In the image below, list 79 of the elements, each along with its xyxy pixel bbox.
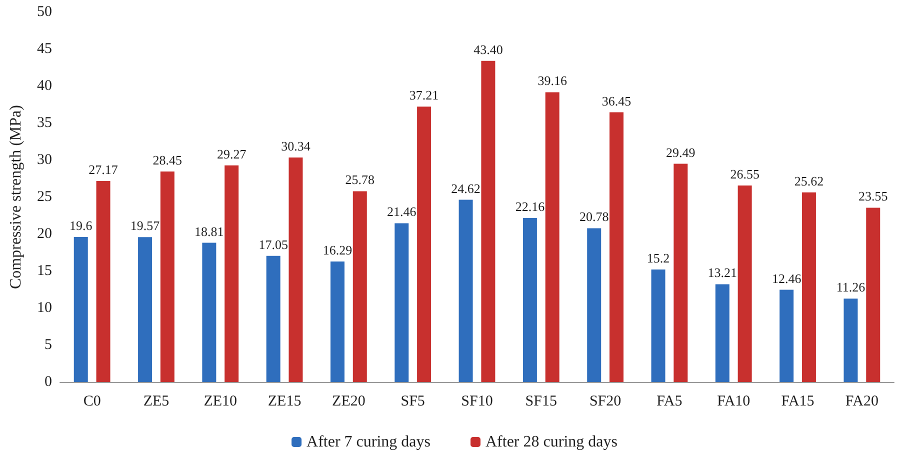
bar [352,191,367,382]
x-tick-label: ZE20 [332,394,366,410]
data-label: 27.17 [88,162,118,177]
x-tick-label: FA10 [717,394,750,410]
y-tick-label: 25 [37,189,52,205]
bar [545,92,560,382]
bar [138,237,152,382]
y-tick-label: 10 [37,300,52,316]
y-tick-label: 50 [37,4,52,20]
bar [780,290,794,382]
x-tick-label: ZE15 [268,394,302,410]
bar [674,164,688,382]
data-label: 11.26 [836,280,866,295]
data-label: 21.46 [387,204,417,220]
bar [202,242,216,382]
bar [802,192,816,382]
bar [224,165,239,382]
y-tick-label: 20 [37,226,52,242]
data-label: 13.21 [708,265,738,280]
data-label: 24.62 [451,180,480,196]
bar [738,186,752,382]
data-label: 25.62 [794,173,824,188]
data-label: 18.81 [194,224,224,239]
x-tick-label: SF10 [461,394,493,410]
bar [266,256,280,382]
data-label: 12.46 [772,270,802,286]
y-tick-label: 35 [37,115,52,131]
data-label: 29.49 [666,144,696,160]
bar [394,223,409,382]
bar [587,228,602,382]
y-tick-label: 45 [37,41,52,57]
x-tick-label: SF15 [525,394,557,410]
bar [458,200,473,382]
data-label: 23.55 [858,188,888,204]
data-label: 36.45 [602,93,632,108]
x-tick-label: C0 [83,394,101,410]
y-tick-label: 15 [37,263,52,279]
legend-label: After 28 curing days [486,434,618,450]
y-axis-title: Compressive strength (MPa) [8,105,24,289]
bar [74,236,88,382]
data-label: 17.05 [258,236,288,252]
x-tick-label: SF5 [400,394,425,410]
data-label: 16.29 [322,242,352,258]
x-tick-label: FA5 [656,394,682,410]
x-tick-label: SF20 [589,394,622,410]
y-tick-label: 40 [37,78,52,94]
bar [481,60,496,382]
data-label: 26.55 [730,166,760,182]
data-label: 19.57 [130,218,160,234]
data-label: 30.34 [281,138,311,154]
data-label: 28.45 [152,152,182,168]
bar [610,112,624,382]
bar [288,157,303,382]
bar [522,218,537,382]
data-label: 25.78 [345,172,375,188]
y-tick-label: 5 [44,337,52,353]
bar [96,180,110,382]
x-tick-label: ZE10 [204,394,238,410]
bar [866,208,880,382]
bar [715,284,730,382]
x-tick-label: ZE5 [143,394,170,410]
bar [330,261,344,382]
data-label: 22.16 [515,199,546,214]
bar [417,106,432,382]
data-label: 15.2 [646,250,670,266]
y-tick-label: 30 [37,152,52,168]
data-label: 39.16 [538,73,568,88]
bar [844,298,858,382]
bar [651,270,666,382]
y-tick-label: 0 [44,374,52,390]
bar [160,171,174,382]
x-tick-label: FA20 [845,394,878,410]
data-label: 19.6 [70,218,93,233]
x-tick-label: FA15 [781,394,814,410]
data-label: 43.40 [474,42,503,57]
legend-label: After 7 curing days [306,434,431,450]
data-label: 29.27 [216,146,247,162]
data-label: 37.21 [409,88,439,103]
data-label: 20.78 [579,209,609,224]
